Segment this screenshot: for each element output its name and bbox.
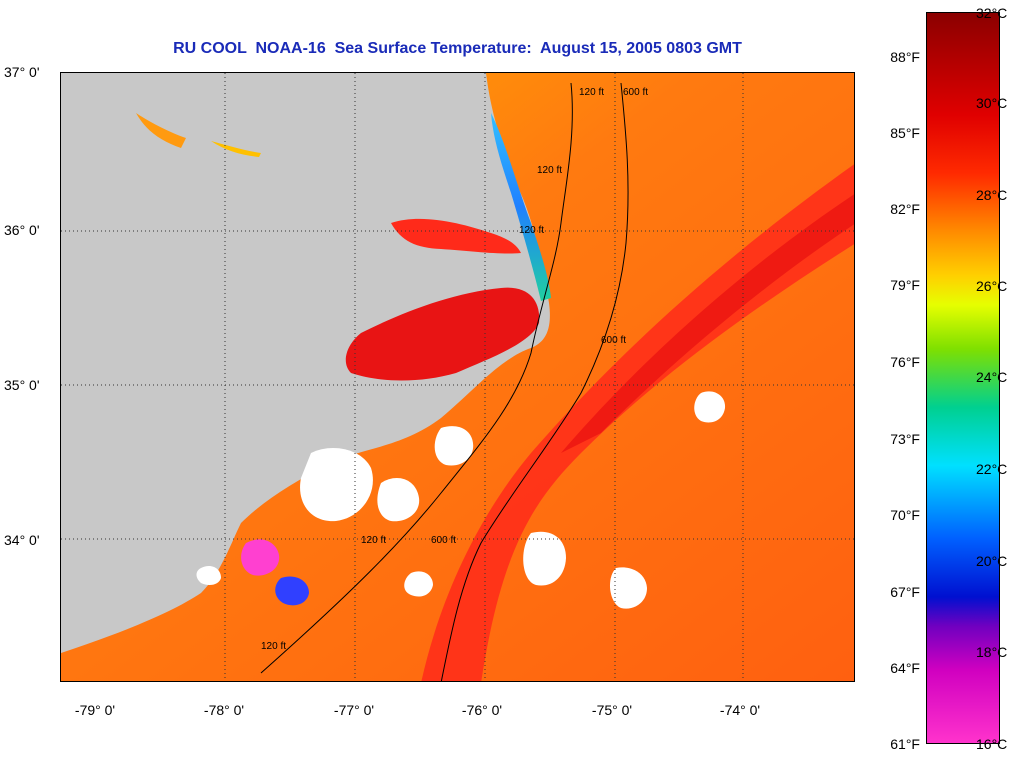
bathymetry-label: 120 ft — [537, 165, 562, 176]
map-title: RU COOL NOAA-16 Sea Surface Temperature:… — [173, 40, 742, 57]
latitude-label: 34° 0' — [4, 532, 40, 548]
bathymetry-label: 600 ft — [431, 535, 456, 546]
contour-120ft — [260, 82, 573, 674]
colorbar-fahrenheit-label: 61°F — [890, 736, 920, 752]
colorbar-celsius-label: 26°C — [976, 278, 1008, 294]
cloud-patch — [300, 448, 373, 522]
colorbar-fahrenheit-label: 73°F — [890, 431, 920, 447]
albemarle-sound — [391, 218, 521, 254]
contour-600ft — [440, 82, 629, 681]
colorbar-fahrenheit-label: 76°F — [890, 354, 920, 370]
colorbar-celsius-label: 20°C — [976, 553, 1008, 569]
bathymetry-label: 120 ft — [261, 641, 286, 652]
longitude-label: -78° 0' — [203, 702, 245, 718]
colorbar-fahrenheit-label: 85°F — [890, 125, 920, 141]
colorbar-fahrenheit-label: 64°F — [890, 660, 920, 676]
latitude-label: 36° 0' — [4, 222, 40, 238]
longitude-label: -74° 0' — [719, 702, 761, 718]
coastal-cold-water — [491, 113, 551, 301]
colorbar-celsius-label: 32°C — [976, 5, 1008, 21]
longitude-label: -75° 0' — [591, 702, 633, 718]
bathymetry-label: 600 ft — [623, 87, 648, 98]
bathymetry-label: 120 ft — [579, 87, 604, 98]
bathymetry-label: 120 ft — [361, 535, 386, 546]
bathymetry-label: 120 ft — [519, 225, 544, 236]
longitude-label: -79° 0' — [74, 702, 116, 718]
sst-map[interactable]: 120 ft 120 ft 600 ft 120 ft 600 ft 120 f… — [60, 72, 855, 682]
colorbar-fahrenheit-label: 70°F — [890, 507, 920, 523]
latitude-label: 37° 0' — [4, 64, 40, 80]
colorbar-fahrenheit-label: 67°F — [890, 584, 920, 600]
pamlico-sound — [345, 287, 540, 381]
colorbar-fahrenheit-label: 82°F — [890, 201, 920, 217]
latitude-label: 35° 0' — [4, 377, 40, 393]
colorbar-celsius-label: 22°C — [976, 461, 1008, 477]
land-mass — [61, 73, 550, 653]
colorbar-celsius-label: 24°C — [976, 369, 1008, 385]
longitude-label: -77° 0' — [333, 702, 375, 718]
temperature-colorbar — [926, 12, 1000, 744]
colorbar-celsius-label: 30°C — [976, 95, 1008, 111]
colorbar-celsius-label: 28°C — [976, 187, 1008, 203]
longitude-label: -76° 0' — [461, 702, 503, 718]
bathymetry-label: 600 ft — [601, 335, 626, 346]
colorbar-celsius-label: 16°C — [976, 736, 1008, 752]
colorbar-fahrenheit-label: 88°F — [890, 49, 920, 65]
colorbar-fahrenheit-label: 79°F — [890, 277, 920, 293]
colorbar-celsius-label: 18°C — [976, 644, 1008, 660]
